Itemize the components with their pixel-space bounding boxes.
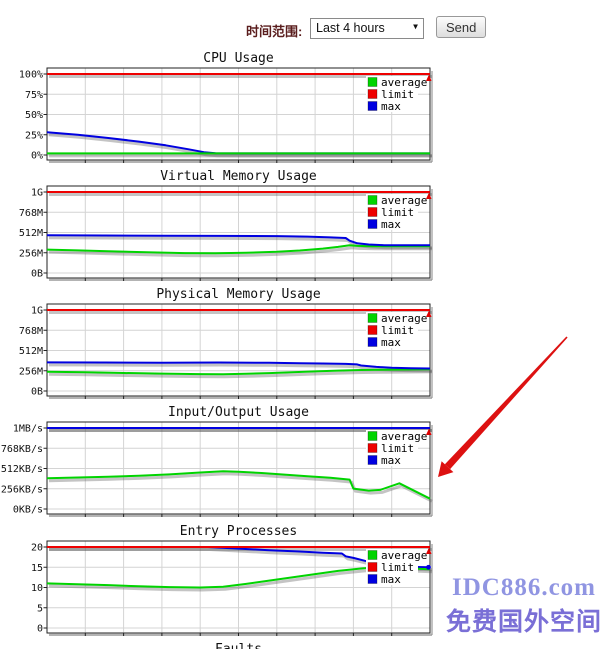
legend-swatch-average xyxy=(367,77,378,87)
time-range-select-wrap: Last 4 hours ▼ xyxy=(310,17,424,39)
chart-title: CPU Usage xyxy=(203,51,274,66)
y-tick-label: 512M xyxy=(19,228,43,239)
legend-swatch-average xyxy=(367,313,378,323)
y-tick-label: 100% xyxy=(19,70,43,81)
legend-swatch-limit xyxy=(367,443,378,453)
toolbar: 时间范围: Last 4 hours ▼ Send xyxy=(0,0,600,44)
series-end-dot-max xyxy=(426,564,431,570)
y-tick-label: 1MB/s xyxy=(13,424,43,435)
y-tick-label: 512M xyxy=(19,346,43,357)
legend-swatch-limit xyxy=(367,89,378,99)
y-tick-label: 0B xyxy=(31,269,43,280)
chart-title: Physical Memory Usage xyxy=(156,287,321,302)
y-tick-label: 0KB/s xyxy=(13,505,43,516)
legend-corner-mark-icon xyxy=(426,310,432,317)
legend-swatch-max xyxy=(367,455,378,465)
legend-label-limit: limit xyxy=(381,88,414,101)
chart-faults: Faults xyxy=(215,642,262,649)
y-tick-label: 768M xyxy=(19,208,43,219)
legend-swatch-max xyxy=(367,101,378,111)
legend-label-max: max xyxy=(381,218,401,231)
y-tick-label: 5 xyxy=(37,603,43,614)
legend-swatch-limit xyxy=(367,207,378,217)
watermark-caption: 免费国外空间 xyxy=(446,607,600,636)
y-tick-label: 256M xyxy=(19,366,43,377)
chart-physical-memory-usage: Physical Memory Usage 1G 768M 512M 256M 0B ave… xyxy=(19,287,433,399)
send-button[interactable]: Send xyxy=(436,16,487,38)
chart-virtual-memory-usage: Virtual Memory Usage 1G 768M 512M 256M 0B aver… xyxy=(19,169,433,281)
legend-swatch-max xyxy=(367,337,378,347)
legend-corner-mark-icon xyxy=(426,428,432,435)
legend-label-average: average xyxy=(381,194,427,207)
legend-label-limit: limit xyxy=(381,324,414,337)
y-tick-label: 20 xyxy=(31,543,43,554)
legend-corner-mark-icon xyxy=(426,192,432,199)
series-shadow-average xyxy=(48,370,433,379)
legend-label-average: average xyxy=(381,312,427,325)
series-max xyxy=(46,361,431,370)
y-tick-label: 25% xyxy=(25,130,43,141)
legend-swatch-average xyxy=(367,550,378,560)
legend-label-average: average xyxy=(381,549,427,562)
time-range-label: 时间范围: xyxy=(246,24,303,39)
chart-title: Input/Output Usage xyxy=(168,405,309,420)
legend-label-limit: limit xyxy=(381,206,414,219)
legend-swatch-max xyxy=(367,219,378,229)
y-tick-label: 768M xyxy=(19,326,43,337)
legend-swatch-max xyxy=(367,574,378,584)
legend-label-limit: limit xyxy=(381,561,414,574)
series-shadow-average xyxy=(48,246,432,258)
legend-swatch-average xyxy=(367,195,378,205)
y-tick-label: 768KB/s xyxy=(1,444,43,455)
series-average xyxy=(46,470,431,500)
legend-label-max: max xyxy=(381,100,401,113)
y-tick-label: 50% xyxy=(25,110,43,121)
chart-title: Entry Processes xyxy=(180,524,297,539)
legend-label-max: max xyxy=(381,454,401,467)
y-tick-label: 0B xyxy=(31,387,43,398)
legend-swatch-limit xyxy=(367,562,378,572)
y-tick-label: 10 xyxy=(31,583,43,594)
gridlines xyxy=(47,304,430,396)
y-tick-label: 1G xyxy=(31,306,43,317)
time-range-select[interactable]: Last 4 hours xyxy=(310,17,424,39)
chart-title: Faults xyxy=(215,642,262,649)
y-tick-label: 15 xyxy=(31,563,43,574)
watermark-domain: IDC886.com xyxy=(451,574,596,601)
legend-corner-mark-icon xyxy=(426,547,432,554)
legend-label-max: max xyxy=(381,573,401,586)
series-average xyxy=(46,244,430,255)
gridlines xyxy=(47,68,430,160)
legend-swatch-average xyxy=(367,431,378,441)
legend-label-average: average xyxy=(381,76,427,89)
legend-label-limit: limit xyxy=(381,442,414,455)
series-average xyxy=(46,368,431,376)
chart-title: Virtual Memory Usage xyxy=(160,169,317,184)
series-shadow-average xyxy=(48,472,433,503)
legend-swatch-limit xyxy=(367,325,378,335)
chart-input-output-usage: Input/Output Usage 1MB/s 768KB/s 512KB/s 256… xyxy=(1,405,433,517)
y-tick-label: 512KB/s xyxy=(1,464,43,475)
series-max xyxy=(46,234,431,247)
legend-label-average: average xyxy=(381,430,427,443)
y-tick-label: 0% xyxy=(31,151,43,162)
y-tick-label: 75% xyxy=(25,90,43,101)
legend-label-max: max xyxy=(381,336,401,349)
y-tick-label: 256M xyxy=(19,248,43,259)
y-tick-label: 0 xyxy=(37,624,43,635)
legend-corner-mark-icon xyxy=(426,74,432,81)
y-tick-label: 256KB/s xyxy=(1,484,43,495)
series-shadow-max xyxy=(48,133,432,158)
y-tick-label: 1G xyxy=(31,188,43,199)
